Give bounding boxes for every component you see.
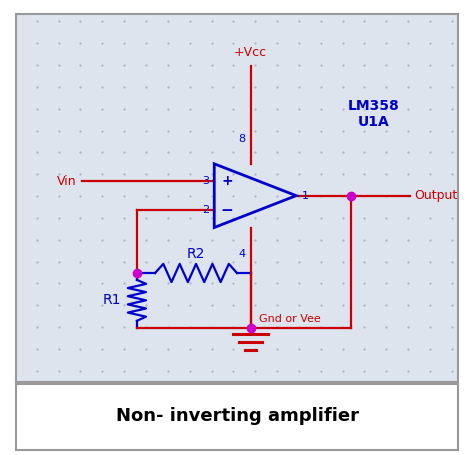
Text: R2: R2 [187,247,205,261]
FancyBboxPatch shape [16,384,458,450]
Text: R1: R1 [103,293,121,307]
Text: LM358
U1A: LM358 U1A [347,99,400,129]
Text: Non- inverting amplifier: Non- inverting amplifier [116,407,358,425]
Text: Output: Output [414,189,458,202]
Text: 1: 1 [301,191,309,201]
Text: −: − [220,203,233,217]
Text: +: + [221,174,233,188]
Text: +Vcc: +Vcc [234,46,267,59]
Text: 3: 3 [202,176,209,186]
Text: 4: 4 [238,249,245,259]
Text: 8: 8 [238,134,245,144]
Text: 2: 2 [201,205,209,215]
Text: Vin: Vin [57,175,77,187]
Text: Gnd or Vee: Gnd or Vee [259,314,320,324]
FancyBboxPatch shape [16,14,458,382]
